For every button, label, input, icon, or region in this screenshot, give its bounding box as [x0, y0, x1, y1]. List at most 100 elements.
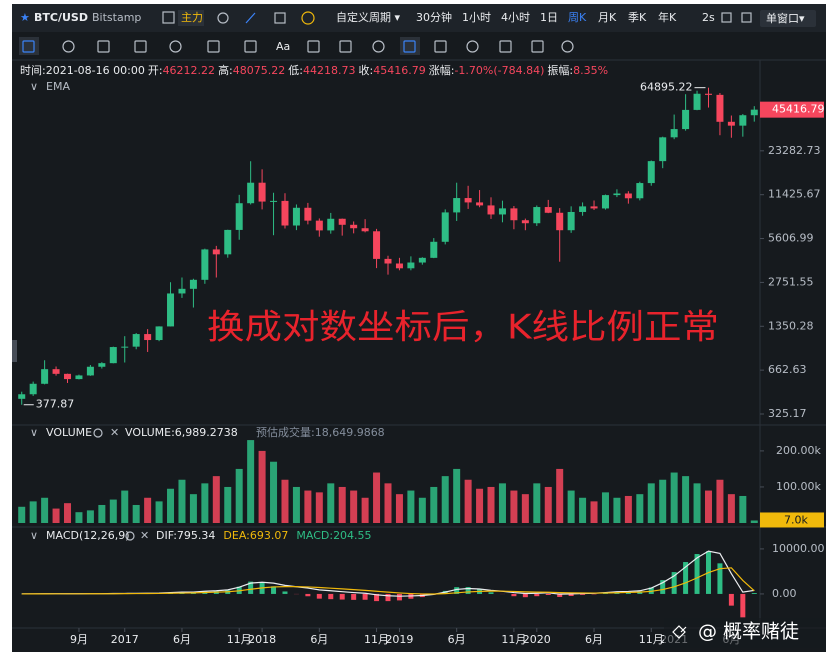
y-tick-label: 662.63	[768, 363, 807, 376]
tool-icon[interactable]	[339, 40, 352, 53]
volume-title: VOLUME	[46, 426, 92, 439]
volume-bar	[212, 476, 220, 523]
favorite-star[interactable]: ★	[20, 11, 30, 24]
volume-bar	[590, 501, 598, 523]
candle-body	[704, 93, 712, 95]
candle-body	[98, 363, 106, 367]
volume-bar	[41, 497, 49, 523]
calendar-icon[interactable]	[274, 12, 286, 24]
info-value: 45416.79	[373, 64, 426, 77]
y-tick-label: 325.17	[768, 407, 807, 420]
macd-bar	[488, 592, 494, 594]
interval[interactable]: 年K	[658, 10, 677, 24]
volume-estimate: 预估成交量:18,649.9868	[256, 425, 385, 439]
collapse-arrow[interactable]: ∨	[30, 529, 38, 542]
tool-icon[interactable]	[134, 40, 147, 53]
info-label: 开:	[148, 64, 163, 77]
volume-bar	[636, 494, 644, 523]
y-tick-label: 2751.55	[768, 275, 814, 288]
interval[interactable]: 1日	[540, 11, 558, 24]
volume-bar	[647, 483, 655, 523]
symbol[interactable]: BTC/USD	[34, 11, 88, 24]
macd-bar	[728, 593, 734, 606]
tool-icon[interactable]	[499, 40, 512, 53]
tool-icon[interactable]	[531, 40, 544, 53]
draw-icon[interactable]	[245, 12, 256, 24]
fullscreen-icon[interactable]	[721, 12, 732, 23]
volume-bar	[704, 490, 712, 523]
text-tool[interactable]: Aa	[276, 40, 290, 53]
macd-bar	[568, 593, 574, 596]
macd-bar	[374, 593, 380, 602]
window-button[interactable]	[760, 10, 816, 27]
interval[interactable]: 30分钟	[416, 10, 452, 24]
volume-bar	[476, 488, 484, 523]
custom-period-label[interactable]: 自定义周期	[336, 10, 391, 24]
macd-bar	[271, 586, 277, 594]
volume-bar	[270, 461, 278, 523]
indicator-icon[interactable]	[162, 11, 175, 24]
macd-bar	[465, 587, 471, 594]
tool-icon[interactable]	[22, 40, 35, 53]
volume-bar	[407, 490, 415, 523]
interval[interactable]: 月K	[598, 11, 617, 24]
volume-bar	[544, 486, 552, 523]
collapse-arrow[interactable]: ∨	[30, 426, 38, 439]
volume-bar	[304, 490, 312, 523]
tool-icon[interactable]	[97, 40, 110, 53]
close-icon[interactable]: ✕	[110, 426, 119, 439]
tool-icon[interactable]	[207, 40, 220, 53]
volume-bar	[567, 490, 575, 523]
tool-icon[interactable]	[169, 40, 182, 53]
tool-icon[interactable]	[307, 40, 320, 53]
tool-icon[interactable]	[372, 40, 385, 53]
tool-icon[interactable]	[466, 40, 479, 53]
settings-icon[interactable]	[217, 12, 229, 24]
y-tick-label: 5606.99	[768, 232, 814, 245]
collapse-arrow[interactable]: ∨	[30, 80, 38, 93]
clock-icon[interactable]	[301, 11, 315, 25]
candle-body	[132, 334, 140, 347]
legend-value: 693.07	[250, 529, 289, 542]
annotation: 换成对数坐标后，K线比例正常	[207, 308, 719, 348]
watermark: @ 概率赌徒	[698, 621, 799, 643]
interval[interactable]: 4小时	[501, 11, 530, 24]
candle-body	[613, 193, 621, 196]
close-icon[interactable]: ✕	[140, 529, 149, 542]
tool-icon[interactable]	[561, 40, 574, 53]
tool-icon[interactable]	[403, 40, 416, 53]
info-label: 高:	[218, 63, 233, 77]
volume-bar	[498, 483, 506, 523]
candle-body	[178, 288, 186, 294]
tool-icon[interactable]	[244, 40, 257, 53]
settings-icon[interactable]	[125, 531, 135, 541]
interval[interactable]: 1小时	[462, 11, 491, 24]
interval[interactable]: 周K	[568, 11, 587, 24]
candle-body	[18, 394, 26, 399]
volume-bar	[18, 506, 26, 523]
macd-title: MACD(12,26,9)	[46, 529, 130, 542]
info-value: 46212.22	[163, 64, 216, 77]
popout-icon[interactable]	[741, 12, 752, 23]
volume-bar	[132, 504, 140, 523]
main-force-button[interactable]	[178, 10, 204, 26]
volume-bar	[292, 486, 300, 523]
refresh-rate[interactable]: 2s	[702, 11, 715, 24]
settings-icon[interactable]	[93, 428, 103, 438]
interval[interactable]: 季K	[628, 11, 647, 24]
candle-body	[567, 211, 575, 231]
tool-icon[interactable]	[434, 40, 447, 53]
main-force[interactable]: 主力	[181, 11, 203, 24]
side-handle[interactable]	[12, 340, 17, 362]
candle-body	[121, 346, 129, 348]
candle-body	[716, 94, 724, 122]
tool-icon[interactable]	[62, 40, 75, 53]
legend-name: DEA:	[223, 529, 249, 542]
macd-bar	[557, 593, 563, 597]
custom-period[interactable]: 自定义周期 ▾	[336, 10, 400, 24]
window-label[interactable]: 单窗口	[766, 11, 799, 25]
window-mode[interactable]: 单窗口▾	[766, 11, 805, 25]
candle-body	[659, 137, 667, 162]
candle-body	[292, 207, 300, 226]
